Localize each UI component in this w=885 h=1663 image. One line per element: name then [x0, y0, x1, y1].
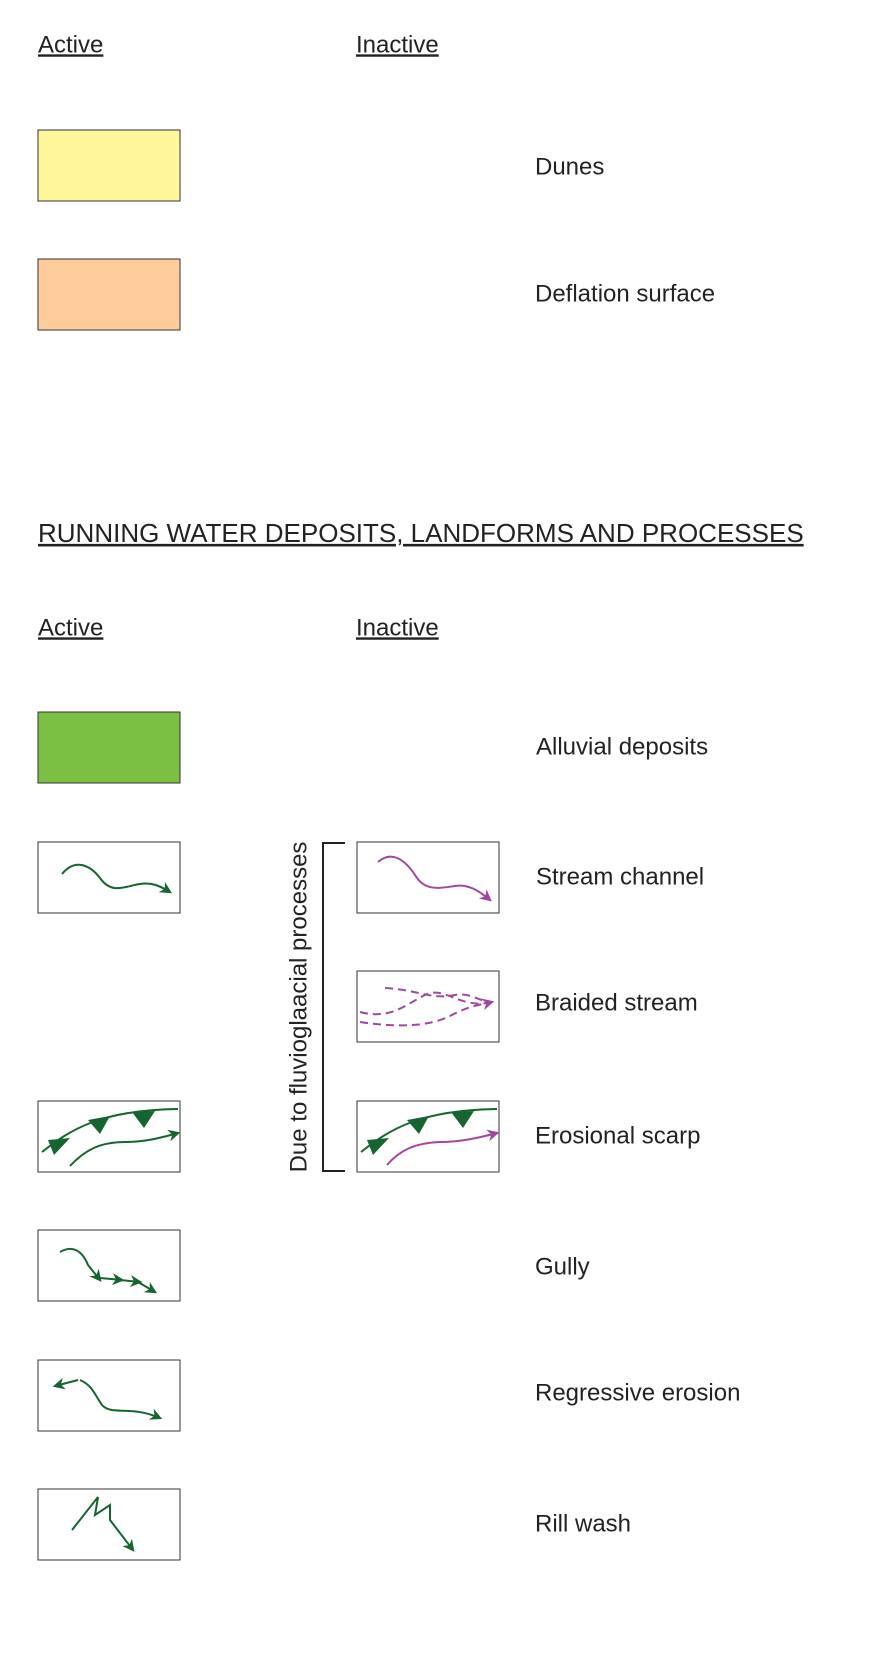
symbol-rill-active: [37, 1488, 181, 1561]
symbol-stream-inactive: [356, 841, 500, 914]
item-label: Braided stream: [535, 989, 698, 1016]
bracket: [322, 842, 345, 1172]
symbol-braided-inactive: [356, 970, 500, 1043]
column-header: Active: [38, 31, 103, 58]
symbol-stream-active: [37, 841, 181, 914]
symbol-scarp-active: [37, 1100, 181, 1173]
swatch-alluvial: [37, 711, 181, 784]
item-label: Gully: [535, 1253, 590, 1280]
item-label: Dunes: [535, 153, 604, 180]
symbol-gully-active: [37, 1229, 181, 1302]
section-title: RUNNING WATER DEPOSITS, LANDFORMS AND PR…: [38, 518, 804, 548]
column-header: Inactive: [356, 614, 439, 641]
item-label: Alluvial deposits: [536, 733, 708, 760]
swatch-dunes: [37, 129, 181, 202]
swatch-deflation: [37, 258, 181, 331]
item-label: Stream channel: [536, 863, 704, 890]
item-label: Deflation surface: [535, 280, 715, 307]
symbol-scarp-inactive: [356, 1100, 500, 1173]
bracket-label: Due to fluvioglaacial processes: [285, 842, 312, 1173]
column-header: Active: [38, 614, 103, 641]
column-header: Inactive: [356, 31, 439, 58]
item-label: Erosional scarp: [535, 1122, 700, 1149]
item-label: Regressive erosion: [535, 1379, 740, 1406]
symbol-regressive-active: [37, 1359, 181, 1432]
item-label: Rill wash: [535, 1510, 631, 1537]
